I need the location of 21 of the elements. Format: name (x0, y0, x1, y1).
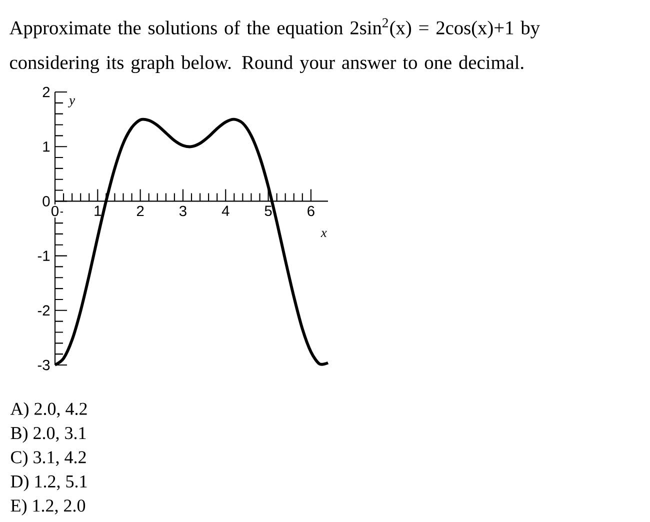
chart-title: Approximate the solutions of the equation 2sin$^{2}$(x) = 2cos(x)+1 by considering its graph below. Round your answer to one decimal. (9, 18, 540, 74)
text: B) 2.0, 3.1 (10, 426, 86, 443)
y-tick-label: -1 (38, 250, 50, 261)
y-tick-label: -3 (38, 360, 50, 370)
x-tick-label: 3 (179, 206, 186, 216)
y-tick-label: -2 (38, 305, 50, 316)
text: E) 1.2, 2.0 (10, 499, 86, 516)
y-tick-label: 2 (42, 86, 50, 98)
y-tick-label: 1 (43, 142, 50, 152)
x-tick-label: 4 (222, 206, 230, 216)
text: C) 3.1, 4.2 (11, 450, 86, 467)
x-tick-label: 0 (51, 206, 58, 216)
x-tick-label: 5 (264, 206, 272, 216)
x-tick-label: 6 (308, 206, 314, 216)
x-axis-title: x (320, 230, 327, 238)
text: A) 2.0, 4.2 (10, 402, 87, 419)
x-tick-label: 1 (94, 206, 102, 216)
y-axis-title: y (68, 98, 76, 108)
y-tick-label: 0 (42, 196, 50, 206)
text: D) 1.2, 5.1 (10, 474, 87, 492)
x-tick-label: 2 (136, 206, 144, 216)
